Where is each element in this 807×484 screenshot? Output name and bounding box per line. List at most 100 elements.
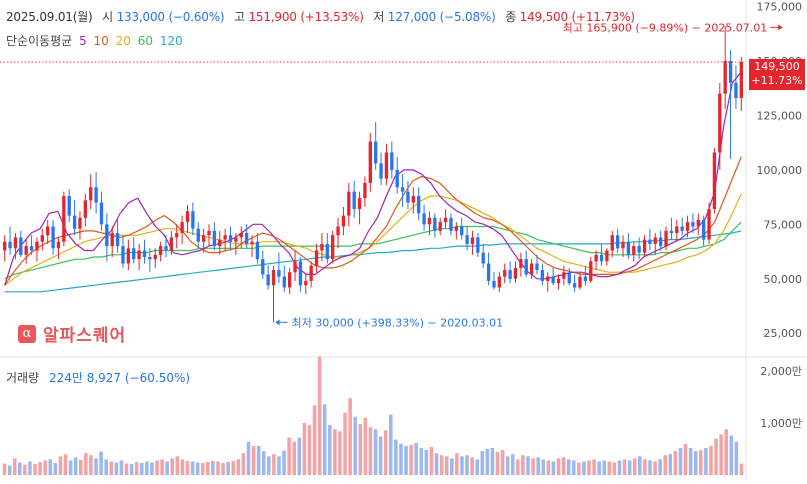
candle[interactable] bbox=[207, 224, 211, 247]
candle[interactable] bbox=[3, 235, 7, 262]
candle[interactable] bbox=[583, 265, 588, 286]
volume-bar[interactable] bbox=[449, 458, 454, 475]
candle[interactable] bbox=[535, 254, 539, 275]
candle[interactable] bbox=[191, 202, 195, 236]
candle[interactable] bbox=[8, 226, 12, 255]
volume-bar[interactable] bbox=[729, 435, 734, 475]
candle[interactable] bbox=[185, 204, 190, 234]
volume-bar[interactable] bbox=[734, 441, 739, 475]
candle[interactable] bbox=[524, 250, 528, 277]
volume-bar[interactable] bbox=[89, 455, 93, 475]
volume-bar[interactable] bbox=[485, 449, 490, 475]
volume-bar[interactable] bbox=[333, 429, 337, 475]
volume-bar[interactable] bbox=[307, 425, 312, 475]
volume-bar[interactable] bbox=[704, 447, 708, 475]
volume-bar[interactable] bbox=[566, 459, 571, 475]
volume-bar[interactable] bbox=[302, 423, 307, 475]
volume-bar[interactable] bbox=[139, 463, 144, 475]
candle[interactable] bbox=[374, 121, 378, 170]
candle[interactable] bbox=[675, 219, 679, 242]
candle[interactable] bbox=[293, 250, 297, 281]
candle[interactable] bbox=[67, 189, 71, 223]
volume-bar[interactable] bbox=[99, 451, 103, 475]
volume-bar[interactable] bbox=[455, 453, 459, 475]
candle[interactable] bbox=[218, 230, 222, 255]
candle[interactable] bbox=[352, 180, 356, 218]
candle[interactable] bbox=[508, 261, 512, 284]
candle[interactable] bbox=[384, 143, 389, 186]
volume-bar[interactable] bbox=[216, 461, 220, 475]
volume-bar[interactable] bbox=[622, 459, 627, 475]
candle[interactable] bbox=[29, 235, 34, 255]
volume-bar[interactable] bbox=[348, 398, 352, 475]
volume-bar[interactable] bbox=[373, 429, 378, 475]
candle[interactable] bbox=[578, 272, 582, 290]
volume-bar[interactable] bbox=[363, 417, 368, 475]
volume-bar[interactable] bbox=[241, 453, 246, 475]
volume-bar[interactable] bbox=[663, 455, 668, 475]
volume-bar[interactable] bbox=[170, 458, 175, 475]
candle[interactable] bbox=[594, 250, 598, 271]
volume-bar[interactable] bbox=[206, 462, 210, 475]
volume-bar[interactable] bbox=[150, 462, 154, 475]
candle[interactable] bbox=[492, 272, 496, 290]
volume-bar[interactable] bbox=[104, 459, 108, 475]
candle[interactable] bbox=[309, 261, 313, 288]
candle[interactable] bbox=[175, 224, 179, 249]
volume-bar[interactable] bbox=[607, 461, 612, 475]
volume-bar[interactable] bbox=[419, 447, 424, 475]
volume-bar[interactable] bbox=[500, 450, 505, 475]
volume-bar[interactable] bbox=[470, 457, 474, 475]
candle[interactable] bbox=[228, 226, 233, 249]
candle[interactable] bbox=[610, 230, 614, 257]
candle[interactable] bbox=[368, 132, 372, 192]
ma-20-label[interactable]: 20 bbox=[115, 34, 131, 48]
candle[interactable] bbox=[449, 213, 453, 236]
candle[interactable] bbox=[658, 230, 663, 251]
volume-bar[interactable] bbox=[521, 455, 525, 475]
candle[interactable] bbox=[271, 265, 276, 323]
volume-bar[interactable] bbox=[195, 462, 200, 475]
volume-bar[interactable] bbox=[688, 447, 693, 475]
candle[interactable] bbox=[148, 248, 152, 273]
candle[interactable] bbox=[277, 252, 281, 284]
ma-120-label[interactable]: 120 bbox=[159, 34, 183, 48]
volume-bar[interactable] bbox=[653, 461, 657, 475]
candle[interactable] bbox=[556, 274, 561, 290]
candle[interactable] bbox=[158, 241, 163, 262]
candle[interactable] bbox=[196, 222, 200, 249]
volume-bar[interactable] bbox=[267, 456, 271, 475]
candle[interactable] bbox=[314, 243, 319, 273]
candle[interactable] bbox=[201, 228, 206, 253]
candle[interactable] bbox=[470, 230, 475, 255]
volume-bar[interactable] bbox=[221, 463, 225, 475]
volume-bar[interactable] bbox=[155, 460, 159, 475]
volume-bar[interactable] bbox=[460, 456, 464, 475]
volume-bar[interactable] bbox=[287, 437, 291, 475]
volume-bar[interactable] bbox=[439, 455, 444, 475]
candle[interactable] bbox=[51, 219, 55, 255]
volume-bar[interactable] bbox=[495, 452, 500, 475]
volume-bar[interactable] bbox=[94, 458, 98, 475]
volume-bar[interactable] bbox=[424, 450, 429, 475]
candle[interactable] bbox=[19, 230, 23, 257]
volume-bar[interactable] bbox=[587, 460, 591, 475]
candle[interactable] bbox=[653, 233, 657, 255]
candle[interactable] bbox=[562, 265, 566, 286]
volume-bar[interactable] bbox=[109, 461, 114, 475]
volume-bar[interactable] bbox=[282, 450, 286, 475]
volume-bar[interactable] bbox=[699, 450, 703, 475]
volume-bar[interactable] bbox=[343, 412, 347, 475]
candle[interactable] bbox=[255, 233, 260, 264]
candle[interactable] bbox=[266, 265, 270, 290]
volume-bar[interactable] bbox=[211, 460, 215, 475]
volume-bar[interactable] bbox=[709, 445, 713, 475]
candle[interactable] bbox=[46, 219, 50, 244]
volume-bar[interactable] bbox=[383, 430, 388, 475]
volume-bar[interactable] bbox=[368, 427, 373, 475]
volume-bar[interactable] bbox=[739, 463, 744, 475]
candle[interactable] bbox=[411, 187, 415, 214]
ma-60-label[interactable]: 60 bbox=[137, 34, 154, 48]
candle[interactable] bbox=[180, 215, 184, 244]
candle[interactable] bbox=[422, 204, 426, 231]
